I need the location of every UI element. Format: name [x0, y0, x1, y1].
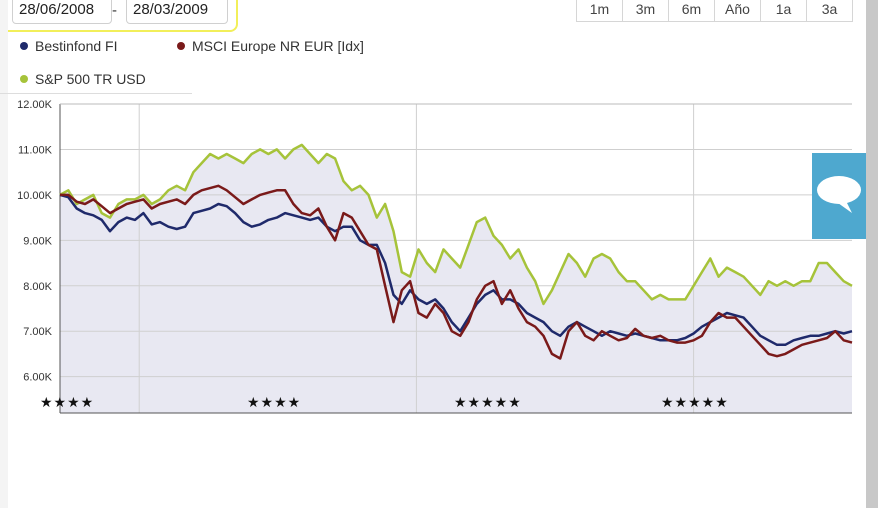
- date-from-input[interactable]: 28/06/2008: [12, 0, 112, 24]
- date-to-input[interactable]: 28/03/2009: [126, 0, 228, 24]
- legend-label-msci-europe: MSCI Europe NR EUR [Idx]: [192, 38, 364, 54]
- y-tick-label: 12.00K: [17, 99, 53, 111]
- speech-bubble-icon: [817, 176, 861, 213]
- area-fill-bestinfond: [60, 144, 852, 413]
- date-range-selector: 28/06/2008 - 28/03/2009: [8, 0, 238, 32]
- legend-dot-sp500: [20, 75, 28, 83]
- series-line-msci-europe-nr-eur-idx: [60, 184, 853, 360]
- rating-stars: ★★★★★: [454, 394, 522, 410]
- period-button-group: 1m 3m 6m Año 1a 3a: [576, 0, 853, 22]
- rating-stars: ★★★★: [40, 394, 94, 410]
- y-tick-label: 7.00K: [23, 326, 52, 338]
- legend-label-sp500: S&P 500 TR USD: [35, 71, 146, 87]
- scrollbar[interactable]: [866, 0, 878, 508]
- legend-item-bestinfond[interactable]: Bestinfond FI: [20, 36, 118, 56]
- y-tick-label: 10.00K: [17, 190, 53, 202]
- y-tick-label: 9.00K: [23, 235, 52, 247]
- period-3m-button[interactable]: 3m: [623, 0, 669, 22]
- date-range-separator: -: [112, 2, 117, 19]
- legend-item-msci-europe[interactable]: MSCI Europe NR EUR [Idx]: [177, 36, 364, 56]
- y-tick-label: 6.00K: [23, 372, 52, 384]
- period-1y-button[interactable]: 1a: [761, 0, 807, 22]
- y-tick-label: 11.00K: [18, 144, 53, 156]
- legend-dot-bestinfond: [20, 42, 28, 50]
- series-line-bestinfond-fi: [59, 193, 853, 347]
- legend-dot-msci-europe: [177, 42, 185, 50]
- legend-divider: [0, 93, 192, 94]
- period-6m-button[interactable]: 6m: [669, 0, 715, 22]
- rating-stars: ★★★★: [247, 394, 301, 410]
- rating-stars: ★★★★★: [661, 394, 729, 410]
- legend-label-bestinfond: Bestinfond FI: [35, 38, 118, 54]
- period-3y-button[interactable]: 3a: [807, 0, 853, 22]
- y-tick-label: 8.00K: [23, 281, 52, 293]
- legend-item-sp500[interactable]: S&P 500 TR USD: [20, 69, 146, 89]
- period-ytd-button[interactable]: Año: [715, 0, 761, 22]
- period-1m-button[interactable]: 1m: [576, 0, 623, 22]
- left-margin-strip: [0, 0, 8, 508]
- series-line-s-p-500-tr-usd: [59, 143, 853, 306]
- chat-button[interactable]: [812, 153, 866, 239]
